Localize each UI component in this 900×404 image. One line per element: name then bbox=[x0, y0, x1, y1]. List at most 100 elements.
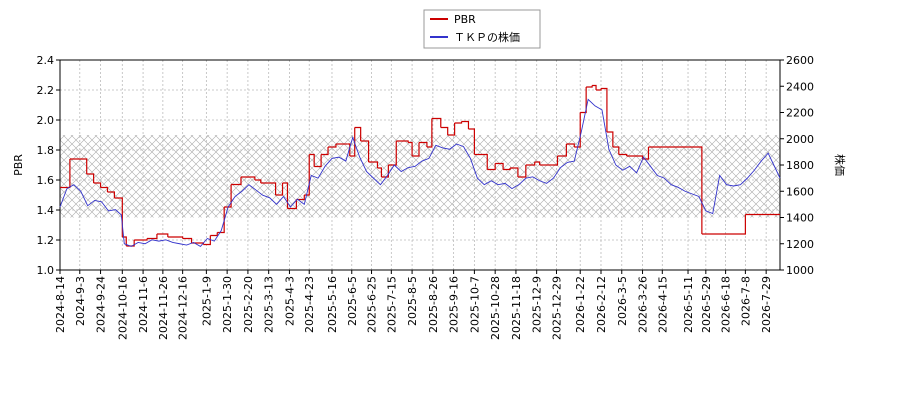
x-tick-label: 2025-7-15 bbox=[385, 276, 398, 333]
pbr-step bbox=[557, 144, 567, 157]
price-line bbox=[59, 98, 781, 247]
y2-tick-label: 1200 bbox=[786, 238, 814, 251]
x-tick-label: 2024-8-14 bbox=[54, 276, 67, 333]
pbr-step bbox=[510, 167, 519, 177]
pbr-step bbox=[600, 87, 608, 132]
x-tick-label: 2025-8-5 bbox=[406, 276, 419, 326]
pbr-step bbox=[612, 146, 620, 155]
pbr-step bbox=[596, 88, 602, 91]
x-tick-label: 2024-11-6 bbox=[137, 276, 150, 333]
y2-tick-label: 2200 bbox=[786, 107, 814, 120]
pbr-step bbox=[231, 177, 242, 186]
x-tick-label: 2025-1-9 bbox=[200, 276, 213, 326]
pbr-step bbox=[381, 165, 389, 178]
y-tick-label: 2.4 bbox=[37, 54, 55, 67]
pbr-step bbox=[349, 127, 356, 157]
pbr-step bbox=[309, 153, 315, 167]
y2-tick-label: 2400 bbox=[786, 80, 814, 93]
pbr-step bbox=[368, 161, 379, 168]
pbr-step bbox=[552, 156, 559, 166]
x-tick-label: 2025-6-25 bbox=[366, 276, 379, 333]
pbr-step bbox=[592, 84, 597, 90]
x-tick-label: 2025-4-23 bbox=[303, 276, 316, 333]
legend: PBR ＴＫＰの株価 bbox=[423, 9, 541, 49]
pbr-step bbox=[408, 141, 413, 156]
y2-tick-label: 1000 bbox=[786, 264, 814, 277]
pbr-step bbox=[461, 120, 470, 129]
x-tick-label: 2025-12-9 bbox=[531, 276, 544, 333]
pbr-step bbox=[431, 117, 442, 128]
x-tick-label: 2025-5-16 bbox=[326, 276, 339, 333]
pbr-step bbox=[412, 142, 420, 157]
x-tick-label: 2026-3-26 bbox=[637, 276, 650, 333]
pbr-step bbox=[100, 186, 109, 192]
y-tick-label: 1.2 bbox=[37, 234, 55, 247]
pbr-step bbox=[126, 240, 135, 247]
x-tick-label: 2025-1-30 bbox=[221, 276, 234, 333]
pbr-step bbox=[474, 153, 488, 170]
pbr-step bbox=[107, 191, 115, 198]
x-tick-label: 2025-9-16 bbox=[448, 276, 461, 333]
x-tick-label: 2026-3-5 bbox=[616, 276, 629, 326]
x-tick-label: 2026-7-8 bbox=[739, 276, 752, 326]
pbr-step bbox=[287, 199, 297, 210]
pbr-step bbox=[377, 167, 383, 177]
pbr-step bbox=[224, 184, 232, 208]
x-tick-label: 2026-5-29 bbox=[700, 276, 713, 333]
pbr-step bbox=[321, 147, 329, 156]
x-tick-label: 2025-10-28 bbox=[489, 276, 502, 340]
pbr-step bbox=[304, 154, 310, 196]
y2-tick-label: 1600 bbox=[786, 185, 814, 198]
pbr-step bbox=[534, 161, 541, 165]
pbr-step bbox=[574, 112, 581, 148]
pbr-step bbox=[86, 173, 95, 183]
pbr-step bbox=[147, 234, 158, 240]
pbr-step bbox=[69, 158, 88, 174]
pbr-step bbox=[626, 155, 644, 159]
y2-axis-label: 株価 bbox=[833, 154, 847, 176]
x-tick-label: 2025-3-13 bbox=[263, 276, 276, 333]
pbr-step bbox=[347, 143, 351, 156]
pbr-step bbox=[468, 128, 475, 155]
pbr-step bbox=[167, 236, 184, 239]
y2-tick-label: 2000 bbox=[786, 133, 814, 146]
pbr-step bbox=[447, 123, 456, 136]
x-tick-label: 2026-4-15 bbox=[656, 276, 669, 333]
pbr-step bbox=[487, 163, 496, 171]
pbr-step bbox=[182, 237, 193, 243]
pbr-step bbox=[60, 159, 71, 189]
x-tick-label: 2025-12-29 bbox=[550, 276, 563, 340]
y2-tick-label: 1400 bbox=[786, 212, 814, 225]
plot-frame bbox=[59, 59, 781, 271]
pbr-step bbox=[156, 233, 169, 237]
x-tick-label: 2026-1-22 bbox=[574, 276, 587, 333]
pbr-step bbox=[210, 232, 218, 237]
y-axis-label: PBR bbox=[12, 154, 25, 176]
pbr-step bbox=[254, 179, 262, 183]
x-tick-label: 2025-2-20 bbox=[242, 276, 255, 333]
pbr-step bbox=[240, 176, 256, 180]
pbr-step bbox=[203, 235, 211, 246]
pbr-step bbox=[701, 214, 746, 235]
pbr-step bbox=[566, 143, 575, 147]
y2-tick-label: 1800 bbox=[786, 159, 814, 172]
x-tick-label: 2024-9-24 bbox=[95, 276, 108, 333]
pbr-step bbox=[440, 126, 449, 135]
legend-label: PBR bbox=[454, 13, 476, 26]
x-tick-label: 2024-9-3 bbox=[74, 276, 87, 326]
pbr-step bbox=[260, 182, 277, 195]
legend-box bbox=[423, 9, 541, 49]
x-tick-label: 2026-5-11 bbox=[682, 276, 695, 333]
y-tick-label: 1.4 bbox=[37, 204, 55, 217]
x-tick-label: 2025-11-18 bbox=[510, 276, 523, 340]
x-tick-label: 2025-4-3 bbox=[283, 276, 296, 326]
x-tick-label: 2026-2-12 bbox=[595, 276, 608, 333]
y-tick-label: 1.8 bbox=[37, 144, 55, 157]
y-tick-label: 1.0 bbox=[37, 264, 55, 277]
pbr-step bbox=[454, 121, 463, 124]
pbr-step bbox=[314, 154, 322, 168]
pbr-step bbox=[525, 162, 536, 166]
pbr-step bbox=[328, 144, 337, 148]
pbr-step bbox=[606, 131, 614, 147]
